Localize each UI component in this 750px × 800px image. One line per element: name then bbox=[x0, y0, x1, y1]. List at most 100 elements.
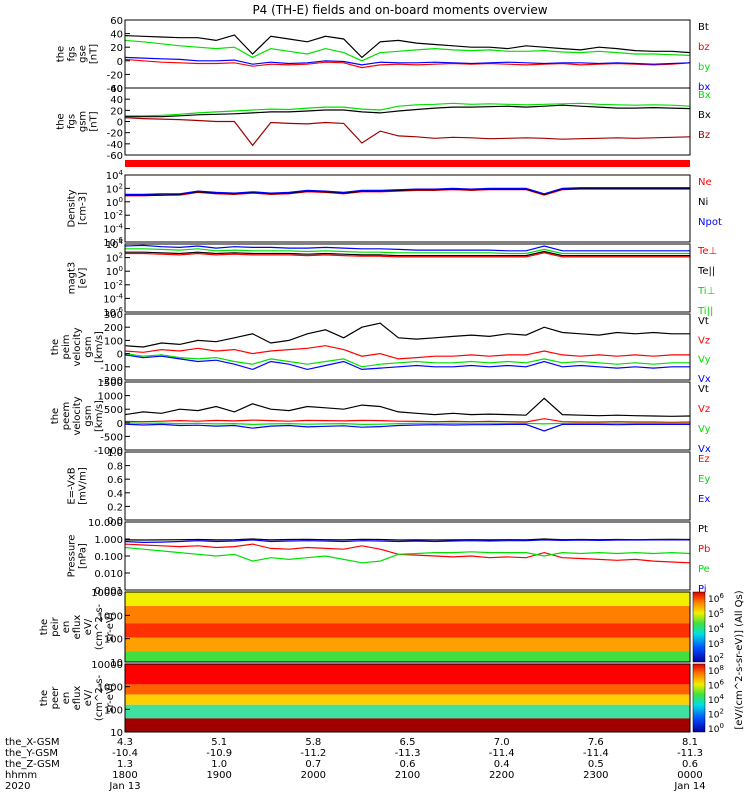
series-line-Te|| bbox=[125, 250, 690, 257]
spectrogram-band bbox=[125, 684, 690, 695]
panel-frame bbox=[124, 381, 691, 451]
ylabel-line: fgs bbox=[67, 46, 78, 61]
ytick-label: 0 bbox=[117, 350, 123, 361]
series-line-Ni bbox=[125, 187, 690, 196]
xaxis-value: 0.7 bbox=[305, 759, 321, 770]
colorbar-label: [eV/(cm^2-s-sr-eV)] (All Qs) bbox=[734, 590, 745, 729]
ytick-label: 200 bbox=[104, 323, 123, 334]
colorbar-tick: 100 bbox=[708, 722, 724, 735]
ylabel-line: eV/ bbox=[83, 689, 94, 706]
xaxis-value: 5.1 bbox=[211, 737, 227, 748]
legend-entry: Pt bbox=[698, 524, 708, 535]
ytick-label: 100 bbox=[106, 265, 123, 278]
panel-frame bbox=[124, 591, 691, 663]
legend-entry: Te⊥ bbox=[697, 246, 717, 257]
series-line-Vt bbox=[124, 322, 690, 348]
ytick-label: -500 bbox=[100, 432, 123, 443]
ylabel-line: [cm-3] bbox=[78, 192, 89, 225]
panels-group: thefgsgse[nT]Btbzbybx6040200-20-40thefgs… bbox=[39, 16, 745, 739]
legend-entry: Vz bbox=[698, 335, 710, 346]
panel-4-ylabel: magt3[eV] bbox=[67, 262, 89, 295]
xaxis-row-label: the_Y-GSM bbox=[5, 748, 58, 759]
ylabel-line: peir bbox=[50, 616, 61, 636]
panel-frame bbox=[124, 19, 691, 89]
series-line-Vy bbox=[124, 422, 690, 426]
ytick-label: 10 bbox=[110, 728, 123, 739]
ytick-label: 0.0 bbox=[107, 516, 123, 527]
ylabel-line: [eV] bbox=[78, 268, 89, 289]
ytick-label: -60 bbox=[107, 151, 123, 162]
xaxis-value: 7.6 bbox=[588, 737, 604, 748]
ylabel-line: peer bbox=[50, 686, 61, 710]
ytick-label: 1000 bbox=[98, 683, 123, 694]
ylabel-line: gse bbox=[78, 45, 89, 63]
ytick-label: 0.6 bbox=[107, 475, 123, 486]
ylabel-line: [nT] bbox=[89, 44, 100, 64]
legend-entry: by bbox=[698, 62, 710, 73]
ytick-exponent: 4 bbox=[119, 238, 124, 246]
series-line-Pi bbox=[124, 539, 690, 544]
ytick-label: 10.000 bbox=[88, 518, 123, 529]
ylabel-line: (cm^2-s- bbox=[94, 603, 105, 650]
legend-entry: Vt bbox=[698, 316, 709, 327]
panel-6: thepeemvelocitygsm[km/s] Vt Vz Vy Vx 1500 1000… bbox=[50, 378, 711, 457]
panel-9-ylabel: thepeirenefluxeV/(cm^2-s-sr-eV) bbox=[39, 603, 116, 650]
ytick-label: 0.8 bbox=[107, 462, 123, 473]
ylabel-line: gsm bbox=[78, 111, 89, 132]
ytick-exponent: 2 bbox=[119, 252, 123, 260]
ylabel-line: E=-VxB bbox=[67, 467, 78, 504]
ylabel-line: [nPa] bbox=[78, 543, 89, 569]
xaxis-value: 4.3 bbox=[117, 737, 133, 748]
panel-9: thepeirenefluxeV/(cm^2-s-sr-eV)106105104… bbox=[39, 588, 724, 669]
data-quality-bar bbox=[125, 160, 690, 167]
panel-7-ylabel: E=-VxB[mV/m] bbox=[67, 467, 89, 505]
xaxis-value: 0.5 bbox=[588, 759, 604, 770]
ylabel-line: sr-eV) bbox=[105, 683, 116, 712]
x-axis-labels: the_X-GSM 4.3 5.1 5.8 6.5 7.0 7.6 8.1 the_Y-GSM -… bbox=[5, 737, 706, 792]
panel-frame bbox=[124, 451, 691, 521]
ytick-label: 100 bbox=[106, 196, 123, 209]
ytick-label: 500 bbox=[104, 405, 123, 416]
series-line-Bz bbox=[124, 117, 691, 147]
ytick-label: 104 bbox=[106, 169, 124, 182]
legend-entry: Ti|| bbox=[697, 306, 713, 317]
ylabel-line: en bbox=[61, 692, 72, 705]
series-line-Vt bbox=[124, 397, 691, 417]
legend-entry: Ey bbox=[698, 474, 710, 485]
xaxis-value: -11.3 bbox=[677, 748, 703, 759]
colorbar-tick-exponent: 6 bbox=[719, 679, 724, 687]
series-line-Bx bbox=[125, 102, 691, 117]
ylabel-line: fgs bbox=[67, 114, 78, 129]
xaxis-value: 0000 bbox=[677, 770, 702, 781]
panel-8-ylabel: Pressure[nPa] bbox=[67, 535, 89, 578]
legend-entry: Bt bbox=[698, 22, 709, 33]
ytick-label: 1000 bbox=[98, 392, 123, 403]
legend-entry: Pi bbox=[698, 584, 707, 595]
spectrogram-band bbox=[125, 704, 690, 719]
ytick-label: 0.010 bbox=[94, 569, 123, 580]
colorbar bbox=[692, 663, 706, 733]
legend-entry: Pb bbox=[698, 544, 710, 555]
xaxis-row-label: hhmm bbox=[5, 770, 37, 781]
ytick-label: 0 bbox=[117, 419, 123, 430]
ytick-label: 60 bbox=[110, 16, 123, 27]
legend-entry: Bx bbox=[698, 90, 711, 101]
series-line-Ti|| bbox=[125, 248, 690, 255]
ytick-label: 1.000 bbox=[94, 535, 123, 546]
ytick-label: 40 bbox=[110, 95, 123, 106]
figure-title: P4 (TH-E) fields and on-board moments ov… bbox=[252, 3, 547, 17]
ytick-label: 10000 bbox=[91, 660, 123, 671]
ytick-label: -20 bbox=[107, 129, 123, 140]
xaxis-value: 5.8 bbox=[305, 737, 321, 748]
ylabel-line: sr-eV) bbox=[105, 612, 116, 641]
colorbar-tick-exponent: 8 bbox=[719, 664, 723, 672]
ylabel-line: gsm bbox=[83, 405, 94, 426]
ytick-label: 10-2 bbox=[103, 209, 123, 222]
ytick-exponent: -2 bbox=[116, 209, 123, 217]
xaxis-value: 8.1 bbox=[682, 737, 698, 748]
ytick-label: 0 bbox=[117, 118, 123, 129]
xaxis-value: 1800 bbox=[112, 770, 137, 781]
xaxis-value: 6.5 bbox=[400, 737, 416, 748]
xaxis-value: -11.3 bbox=[395, 748, 421, 759]
